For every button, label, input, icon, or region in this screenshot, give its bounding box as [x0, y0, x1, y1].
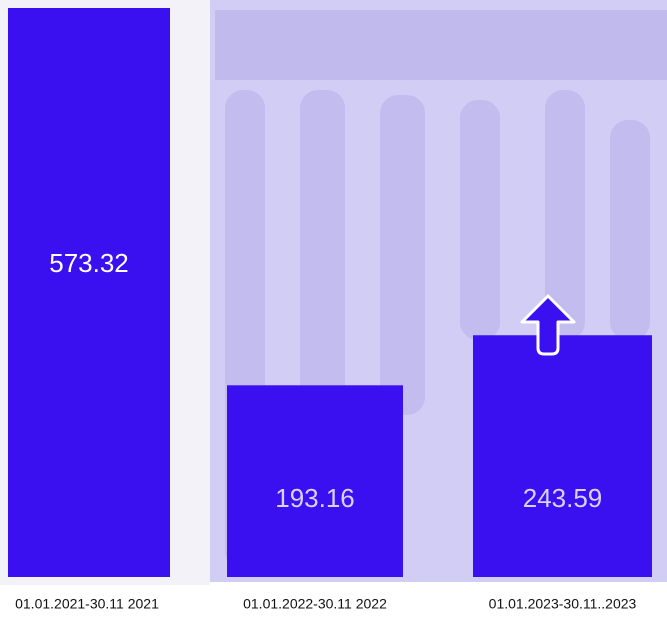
x-tick-label: 01.01.2021-30.11 2021: [15, 596, 159, 612]
backdrop-column: [460, 100, 500, 340]
x-tick-label: 01.01.2023-30.11..2023: [489, 596, 637, 612]
bar: [8, 8, 170, 577]
value-label: 243.59: [523, 483, 603, 513]
backdrop-column: [300, 90, 345, 410]
up-arrow: [520, 294, 576, 356]
value-label: 193.16: [275, 483, 355, 513]
backdrop-band: [215, 10, 667, 80]
backdrop-column: [610, 120, 650, 340]
bar: [227, 385, 403, 577]
bars: 573.32 01.01.2021-30.11 2021 193.16 01.01.2…: [8, 8, 652, 612]
x-tick-label: 01.01.2022-30.11 2022: [243, 596, 387, 612]
backdrop-column: [545, 90, 585, 340]
bar: [473, 335, 652, 577]
backdrop-column: [380, 95, 425, 415]
value-label: 573.32: [49, 248, 129, 278]
